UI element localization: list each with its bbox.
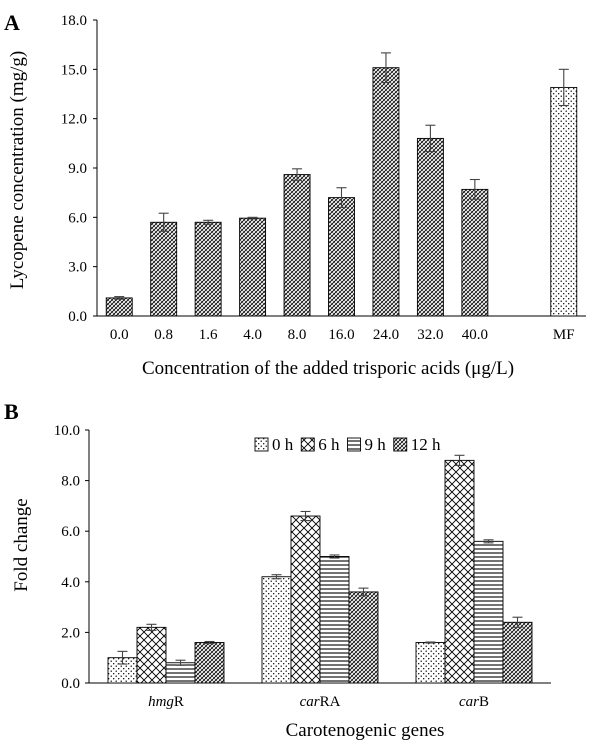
chart-a-bar bbox=[105, 297, 133, 317]
chart-b-legend-swatch bbox=[393, 437, 408, 452]
chart-a-xtick-label: 0.0 bbox=[110, 327, 129, 343]
chart-a-bar bbox=[239, 217, 267, 317]
chart-b-ylabel: Fold change bbox=[11, 498, 32, 591]
chart-a: Lycopene concentration (mg/g) Concentrat… bbox=[7, 13, 586, 379]
chart-a-bar bbox=[461, 188, 489, 317]
chart-a-bar bbox=[416, 137, 444, 317]
chart-b-xtick-label-normal: B bbox=[479, 694, 489, 710]
chart-b-bar bbox=[261, 576, 292, 684]
chart-a-xtick-label: 0.8 bbox=[154, 327, 173, 343]
chart-b-bar bbox=[194, 642, 225, 684]
chart-a-bar bbox=[328, 197, 355, 317]
chart-b-legend-label: 6 h bbox=[318, 435, 340, 454]
chart-b-bar bbox=[473, 540, 504, 684]
chart-a-xlabel: Concentration of the added trisporic aci… bbox=[142, 358, 514, 379]
chart-a-ytick-label: 9.0 bbox=[68, 161, 87, 177]
chart-a-bar bbox=[372, 67, 400, 317]
chart-a-xtick-label: 32.0 bbox=[417, 327, 443, 343]
chart-b-xtick-label-normal: RA bbox=[320, 694, 341, 710]
chart-a-ytick-label: 6.0 bbox=[68, 210, 87, 226]
chart-b-bar bbox=[319, 556, 350, 684]
panel-label-a: A bbox=[4, 10, 20, 35]
chart-b-xtick-label-italic: hmg bbox=[148, 694, 174, 710]
chart-a-ytick-label: 0.0 bbox=[68, 309, 87, 325]
chart-a-xtick-label: 1.6 bbox=[199, 327, 218, 343]
chart-a-xtick-label: 40.0 bbox=[462, 327, 488, 343]
chart-b-bar bbox=[415, 642, 446, 684]
chart-b-ytick-label: 4.0 bbox=[61, 575, 80, 591]
chart-b-bar bbox=[348, 591, 379, 684]
chart-b-legend-label: 9 h bbox=[365, 435, 387, 454]
chart-b-bar bbox=[290, 515, 321, 684]
chart-a-xtick-label: 4.0 bbox=[243, 327, 262, 343]
chart-a-ytick-label: 18.0 bbox=[61, 13, 87, 29]
chart-b-legend-swatch bbox=[347, 437, 361, 452]
chart-a-xtick-label: 8.0 bbox=[288, 327, 307, 343]
chart-a-bar bbox=[283, 174, 311, 317]
chart-b-ytick-label: 6.0 bbox=[61, 524, 80, 540]
chart-b-bar bbox=[136, 626, 167, 684]
chart-a-ytick-label: 12.0 bbox=[61, 112, 87, 128]
chart-a-bar bbox=[550, 86, 578, 317]
chart-b-legend-swatch bbox=[300, 437, 315, 452]
chart-a-xtick-label: 16.0 bbox=[328, 327, 354, 343]
chart-b-xtick-label: hmgR bbox=[148, 694, 184, 710]
chart-b-ytick-label: 10.0 bbox=[54, 423, 80, 439]
chart-a-bar bbox=[150, 221, 178, 317]
chart-b-bar bbox=[444, 459, 475, 684]
chart-a-ytick-label: 3.0 bbox=[68, 260, 87, 276]
chart-a-ytick-label: 15.0 bbox=[61, 62, 87, 78]
chart-b-bar bbox=[502, 621, 533, 684]
chart-a-xtick-label: 24.0 bbox=[373, 327, 399, 343]
chart-b-ytick-label: 2.0 bbox=[61, 625, 80, 641]
chart-b-xtick-label: carRA bbox=[300, 694, 341, 710]
chart-a-bar bbox=[194, 221, 222, 317]
chart-b-xtick-label-normal: R bbox=[174, 694, 184, 710]
chart-b-legend-swatch bbox=[254, 437, 269, 452]
chart-a-xtick-label: MF bbox=[553, 327, 575, 343]
chart-a-ylabel: Lycopene concentration (mg/g) bbox=[7, 51, 28, 289]
chart-b-ytick-label: 8.0 bbox=[61, 474, 80, 490]
panel-label-b: B bbox=[4, 399, 19, 424]
chart-b-legend-label: 12 h bbox=[411, 435, 441, 454]
chart-b-xtick-label-italic: car bbox=[459, 694, 479, 710]
chart-b-xtick-label-italic: car bbox=[300, 694, 320, 710]
chart-b-xtick-label: carB bbox=[459, 694, 489, 710]
chart-b: Fold change Carotenogenic genes 0.0 2.0 4.… bbox=[11, 423, 551, 741]
chart-b-xlabel: Carotenogenic genes bbox=[286, 720, 445, 741]
chart-b-ytick-label: 0.0 bbox=[61, 676, 80, 692]
chart-b-legend-label: 0 h bbox=[272, 435, 294, 454]
